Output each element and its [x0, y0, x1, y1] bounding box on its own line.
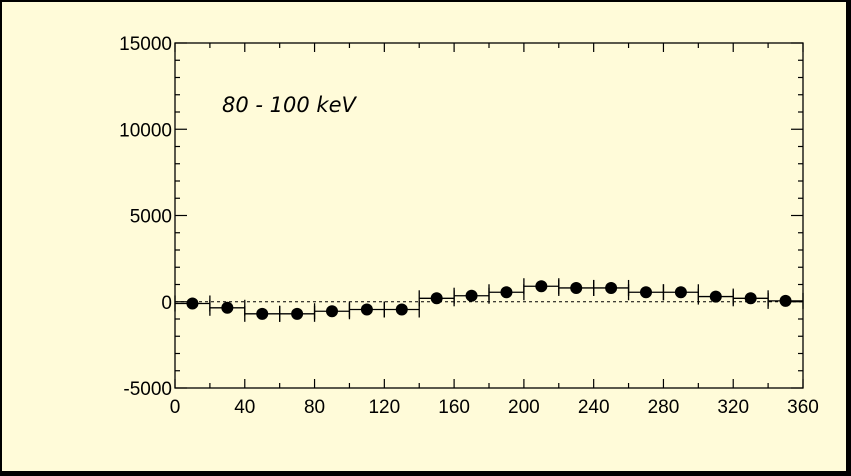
y-tick-label: 10000	[119, 120, 172, 141]
data-point	[640, 286, 652, 299]
x-tick-label: 0	[170, 397, 181, 418]
x-tick-label: 160	[438, 397, 470, 418]
x-tick-label: 360	[787, 397, 819, 418]
y-tick-label: -5000	[123, 379, 172, 400]
data-point	[291, 307, 304, 320]
x-tick-label: 200	[508, 397, 540, 418]
data-point	[744, 292, 757, 305]
y-tick-label: 0	[161, 293, 172, 314]
x-tick-label: 280	[648, 397, 680, 418]
data-point	[326, 305, 338, 318]
x-tick-label: 240	[578, 397, 610, 418]
x-tick-label: 80	[304, 397, 325, 418]
data-point	[430, 292, 443, 305]
data-point	[256, 307, 269, 320]
data-point	[221, 301, 234, 314]
x-tick-label: 120	[368, 397, 400, 418]
data-point	[465, 289, 478, 302]
data-point	[535, 280, 548, 293]
ticks	[174, 42, 804, 389]
data-points	[174, 278, 804, 322]
x-tick-label: 40	[234, 397, 255, 418]
y-tick-label: 5000	[130, 207, 172, 228]
data-point	[605, 281, 618, 294]
data-point	[360, 303, 373, 316]
data-point	[186, 297, 199, 310]
frame-shadow-bottom	[0, 473, 851, 476]
frame-shadow-right	[848, 0, 851, 476]
x-tick-label: 320	[717, 397, 749, 418]
data-point	[709, 290, 722, 303]
data-point	[779, 294, 792, 307]
data-point	[500, 286, 513, 299]
data-point	[570, 281, 583, 294]
data-point	[395, 303, 408, 316]
energy-range-annotation: 80 - 100 keV	[222, 93, 357, 117]
y-tick-label: 15000	[119, 34, 172, 55]
tick-labels: 0 40 80 120 160 200 240 280 320 360-5000050001000…	[119, 34, 819, 418]
data-point	[674, 286, 687, 299]
